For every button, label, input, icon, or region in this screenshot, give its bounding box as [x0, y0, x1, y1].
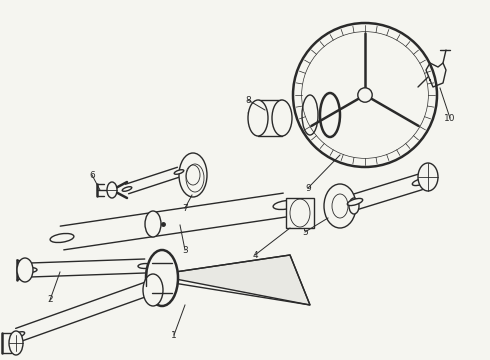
Ellipse shape: [107, 182, 117, 198]
Ellipse shape: [174, 170, 184, 174]
Text: 10: 10: [444, 113, 456, 122]
Text: 8: 8: [245, 95, 251, 104]
Ellipse shape: [151, 282, 165, 288]
Ellipse shape: [122, 187, 132, 191]
Text: 1: 1: [171, 330, 177, 339]
Ellipse shape: [320, 93, 340, 137]
Ellipse shape: [143, 274, 163, 306]
Ellipse shape: [138, 264, 152, 269]
Bar: [286, 198, 314, 228]
Ellipse shape: [302, 95, 318, 135]
Ellipse shape: [11, 332, 24, 338]
Ellipse shape: [146, 250, 178, 306]
Circle shape: [358, 88, 372, 102]
Ellipse shape: [9, 331, 23, 355]
Ellipse shape: [248, 100, 268, 136]
Ellipse shape: [179, 153, 207, 197]
Ellipse shape: [272, 100, 292, 136]
Text: 2: 2: [47, 296, 53, 305]
Ellipse shape: [349, 198, 359, 214]
Ellipse shape: [324, 184, 356, 228]
Ellipse shape: [50, 234, 74, 243]
Polygon shape: [155, 255, 310, 305]
Bar: [186, 167, 200, 183]
Ellipse shape: [273, 201, 297, 210]
Text: 6: 6: [89, 171, 95, 180]
Ellipse shape: [347, 198, 363, 206]
Circle shape: [293, 23, 437, 167]
Text: 3: 3: [182, 246, 188, 255]
Text: 4: 4: [252, 251, 258, 260]
Text: 9: 9: [305, 184, 311, 193]
Ellipse shape: [145, 211, 161, 237]
Ellipse shape: [412, 179, 428, 185]
Ellipse shape: [418, 163, 438, 191]
Ellipse shape: [23, 267, 37, 273]
Text: 7: 7: [182, 203, 188, 212]
Ellipse shape: [17, 258, 33, 282]
Text: 5: 5: [302, 228, 308, 237]
